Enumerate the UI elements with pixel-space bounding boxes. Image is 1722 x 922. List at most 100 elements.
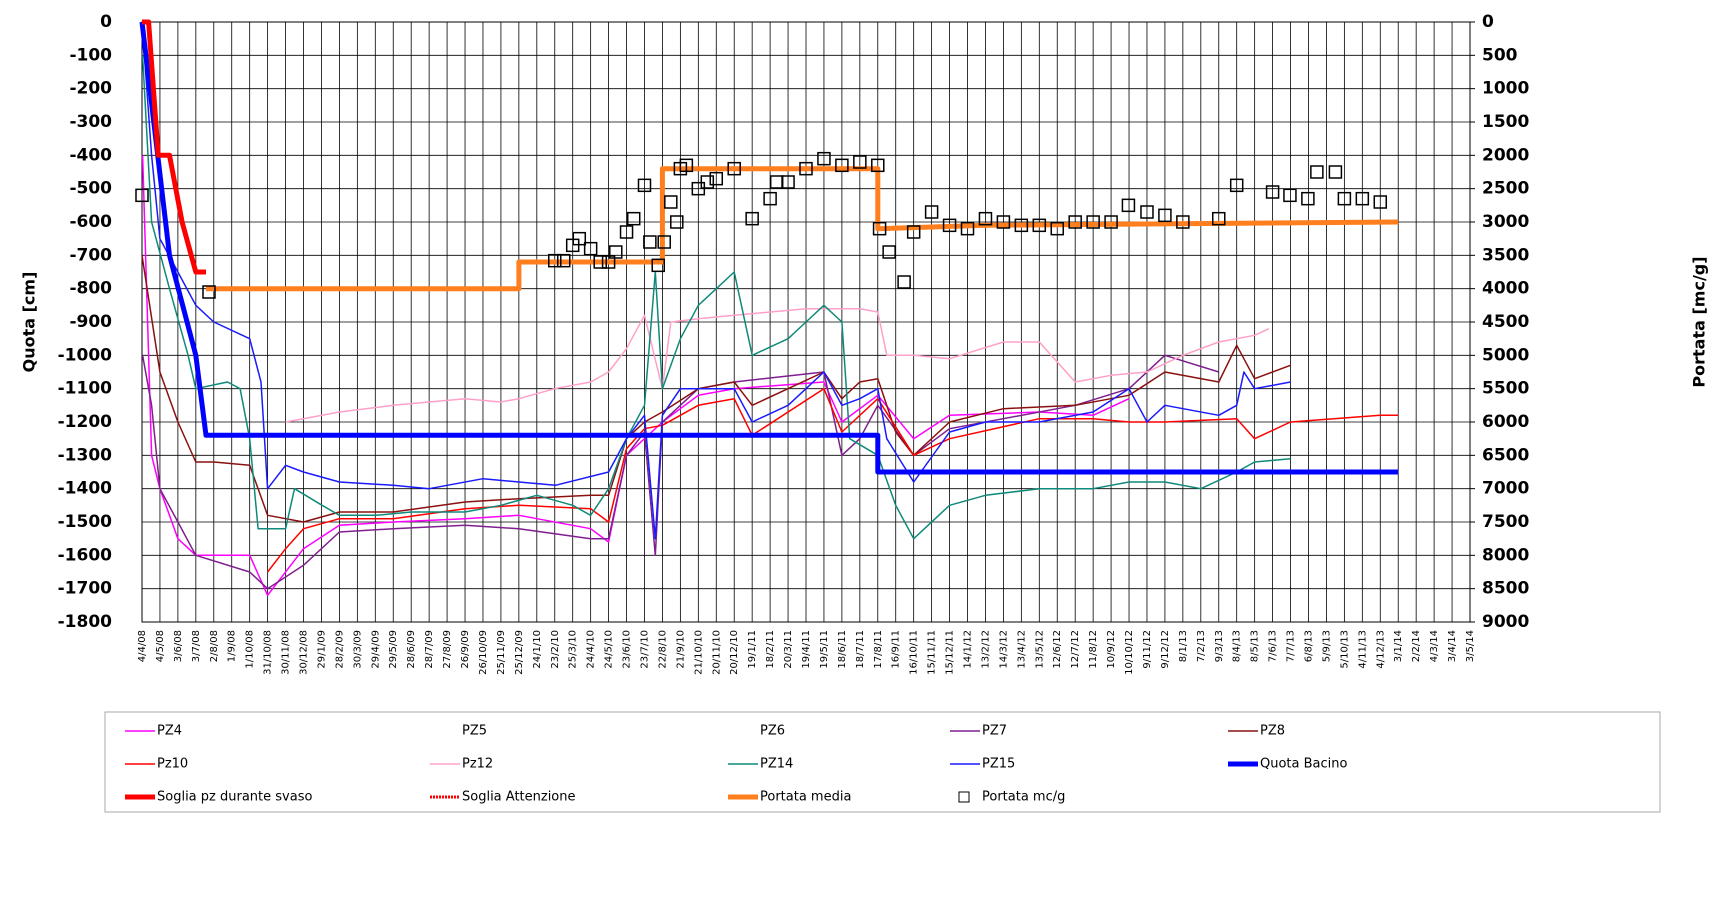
data-point [1140, 205, 1154, 219]
x-tick-label: 4/3/14 [1429, 630, 1440, 662]
x-tick-label: 23/2/10 [550, 630, 561, 669]
series-line [141, 21, 1291, 540]
y-tick-label: -1000 [58, 345, 113, 365]
legend-label: PZ7 [982, 724, 1007, 739]
y2-tick-label: 3500 [1482, 245, 1529, 265]
x-tick-label: 15/12/11 [945, 630, 956, 675]
legend-label: Quota Bacino [1260, 757, 1348, 772]
x-tick-label: 10/10/12 [1124, 630, 1135, 675]
data-point [619, 225, 634, 239]
data-point [1328, 165, 1343, 179]
x-tick-label: 28/2/09 [334, 630, 345, 669]
data-point [871, 158, 885, 173]
data-point [872, 221, 887, 236]
x-tick-label: 26/9/09 [460, 630, 471, 669]
x-tick-label: 30/12/08 [299, 630, 310, 675]
data-point [679, 158, 694, 173]
y2-tick-label: 1000 [1482, 79, 1529, 99]
series-line [285, 307, 1270, 423]
x-tick-label: 15/11/11 [927, 630, 938, 675]
y-tick-label: -400 [69, 145, 112, 165]
x-tick-label: 28/7/09 [424, 630, 435, 669]
x-tick-label: 7/2/13 [1196, 630, 1207, 662]
y2-tick-label: 0 [1482, 12, 1494, 32]
data-point [572, 231, 587, 246]
data-point [996, 215, 1011, 229]
x-tick-label: 2/2/14 [1411, 630, 1422, 662]
x-tick-label: 13/4/12 [1016, 630, 1027, 669]
x-tick-label: 19/5/11 [819, 630, 830, 669]
data-point [1014, 218, 1029, 233]
y-tick-label: -500 [69, 179, 112, 199]
x-tick-label: 4/11/13 [1357, 630, 1368, 669]
y-tick-label: -600 [69, 212, 112, 232]
x-tick-label: 3/4/14 [1447, 630, 1458, 662]
data-point [609, 245, 623, 259]
y-tick-label: -200 [69, 79, 112, 99]
data-point [1283, 188, 1297, 203]
x-tick-label: 19/4/11 [801, 630, 812, 669]
y-tick-label: -1700 [58, 579, 113, 599]
x-tick-label: 1/9/08 [227, 630, 238, 662]
y2-tick-label: 9000 [1482, 612, 1529, 632]
x-tick-label: 8/1/13 [1178, 630, 1189, 662]
x-tick-label: 8/5/13 [1250, 630, 1261, 662]
y-tick-label: -1300 [58, 445, 113, 465]
data-point [601, 255, 616, 269]
data-point [651, 258, 665, 273]
y-tick-label: -1600 [58, 545, 113, 565]
x-tick-label: 23/6/10 [622, 630, 633, 669]
y-tick-label: -100 [69, 45, 112, 65]
x-tick-label: 7/6/13 [1268, 630, 1279, 662]
x-tick-label: 16/10/11 [909, 630, 920, 675]
x-tick-label: 5/10/13 [1339, 630, 1350, 669]
data-point [817, 151, 831, 166]
data-point [1265, 185, 1280, 199]
x-tick-label: 27/8/09 [442, 630, 453, 669]
x-tick-label: 21/10/10 [693, 630, 704, 675]
legend-label: PZ5 [462, 724, 487, 739]
data-point [763, 191, 777, 206]
x-tick-label: 23/7/10 [639, 630, 650, 669]
y2-tick-label: 8000 [1482, 545, 1529, 565]
data-point [1086, 215, 1100, 229]
x-tick-label: 29/4/09 [370, 630, 381, 669]
legend-box [104, 711, 1661, 813]
data-point [670, 215, 684, 229]
legend-label: Soglia pz durante svaso [157, 790, 312, 805]
x-tick-label: 3/7/08 [191, 630, 202, 662]
data-point [906, 225, 921, 239]
y2-tick-label: 3000 [1482, 212, 1529, 232]
x-tick-label: 4/12/13 [1375, 630, 1386, 669]
y-tick-label: -900 [69, 312, 112, 332]
x-tick-label: 3/6/08 [173, 630, 184, 662]
data-point [1310, 165, 1324, 179]
y-tick-label: -700 [69, 245, 112, 265]
data-point [1337, 191, 1352, 206]
legend-swatch [958, 791, 970, 803]
y-tick-label: 0 [100, 12, 112, 32]
x-tick-label: 24/4/10 [586, 630, 597, 669]
y2-tick-label: 5500 [1482, 379, 1529, 399]
x-tick-label: 9/3/13 [1214, 630, 1225, 662]
x-tick-label: 9/11/12 [1142, 630, 1153, 669]
legend-label: PZ15 [982, 757, 1015, 772]
x-tick-label: 25/12/09 [514, 630, 525, 675]
x-tick-label: 18/7/11 [855, 630, 866, 669]
data-point [202, 285, 216, 299]
data-point [1212, 211, 1226, 226]
y-tick-label: -1800 [58, 612, 113, 632]
data-point [727, 161, 741, 176]
y2-tick-label: 2500 [1482, 179, 1529, 199]
y-tick-label: -300 [69, 112, 112, 132]
y2-axis-title: Portata [mc/g] [1690, 256, 1709, 387]
data-point [135, 188, 149, 203]
data-point [960, 221, 975, 236]
series-line [141, 354, 1220, 590]
x-tick-label: 2/8/08 [209, 630, 220, 662]
x-tick-label: 14/3/12 [998, 630, 1009, 669]
data-point [781, 175, 795, 189]
legend-label: PZ4 [157, 724, 182, 739]
x-tick-label: 20/11/10 [711, 630, 722, 675]
series-line [206, 166, 1399, 292]
